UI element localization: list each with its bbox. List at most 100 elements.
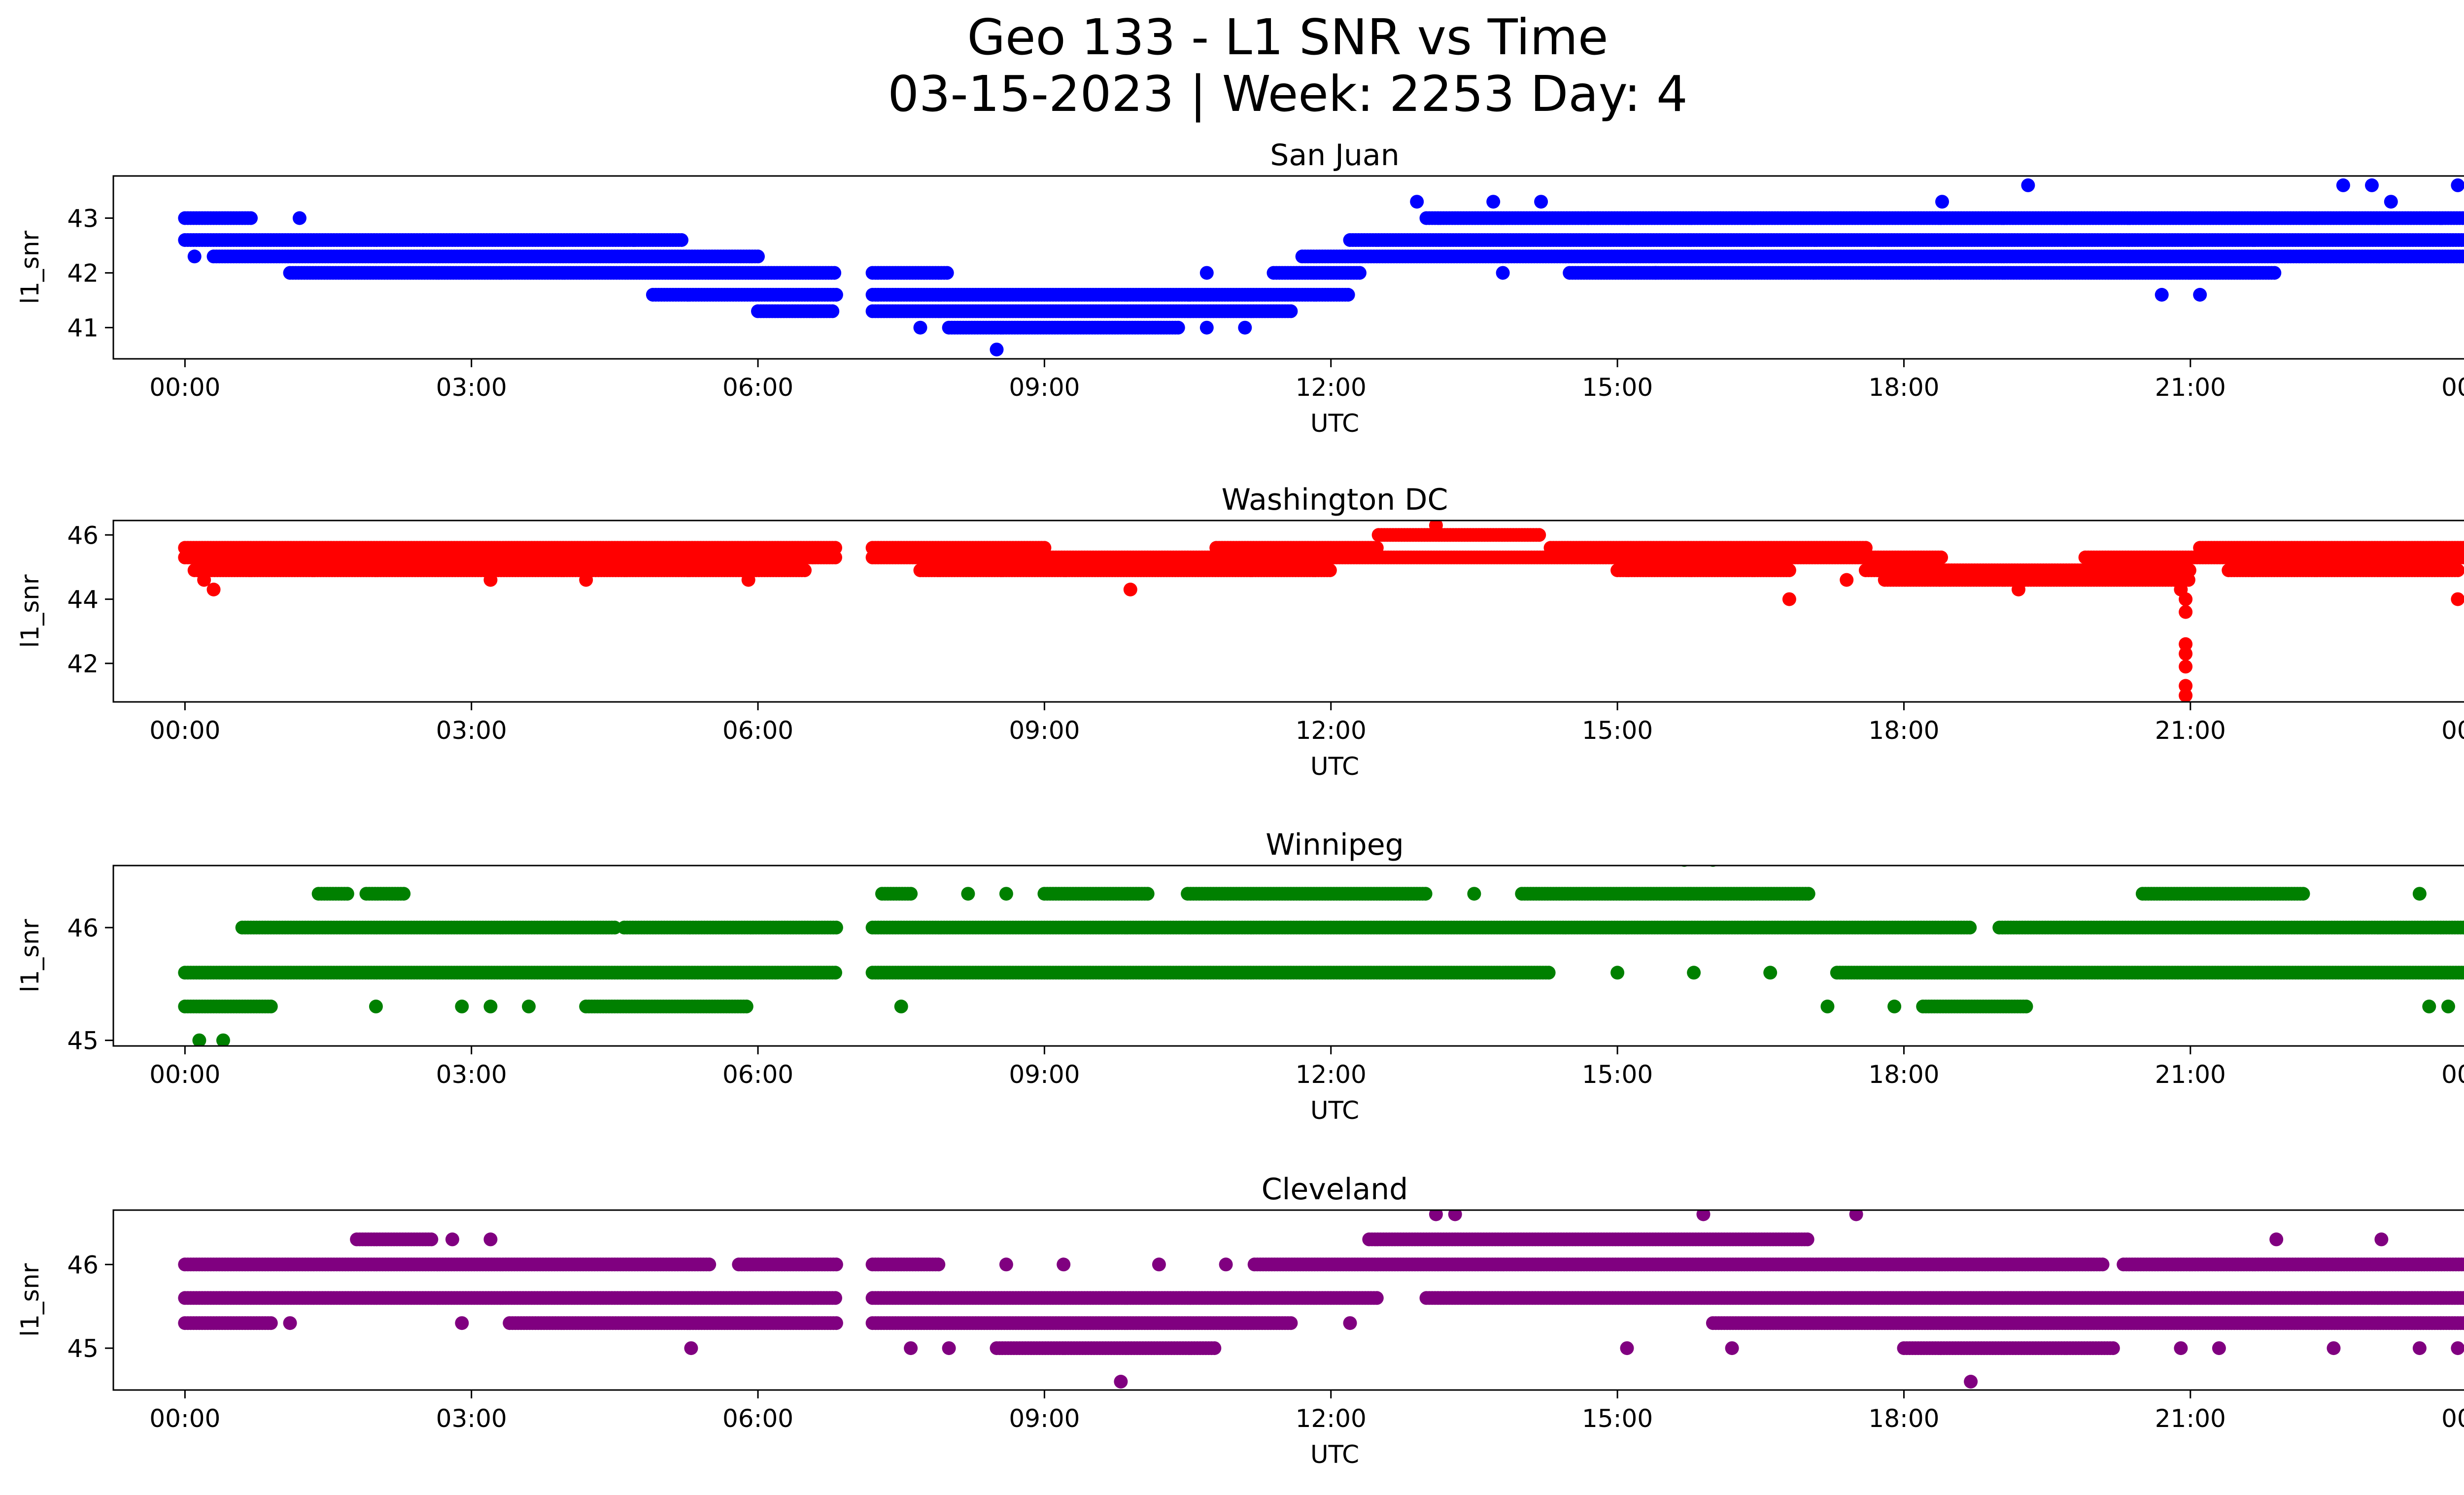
data-point: [2179, 605, 2193, 619]
data-point: [2365, 178, 2379, 192]
data-point: [483, 573, 498, 587]
scatter-series: [178, 866, 2464, 1046]
data-point: [579, 573, 593, 587]
data-point: [2451, 178, 2464, 192]
y-axis-label: l1_snr: [16, 231, 44, 304]
data-point: [1140, 887, 1155, 901]
x-tick-label: 18:00: [1868, 373, 1939, 402]
data-point: [397, 887, 411, 901]
data-point: [1199, 320, 1214, 335]
x-tick-label: 06:00: [722, 373, 793, 402]
data-point: [2384, 195, 2398, 209]
x-tick-label: 00:00: [149, 373, 220, 402]
data-point: [2459, 551, 2464, 564]
data-point: [1782, 592, 1796, 606]
data-point: [1801, 887, 1815, 901]
subplot-1: San Juan 00:00 03:00 06:00 09:00 12:00 15:00 18…: [16, 138, 2464, 438]
x-tick-label: 06:00: [722, 716, 793, 745]
data-point: [2181, 573, 2195, 587]
data-point: [940, 266, 954, 280]
subplot-title: Winnipeg: [1266, 828, 1404, 862]
subplot-title: San Juan: [1270, 138, 1399, 173]
data-point: [1486, 195, 1501, 209]
y-tick-label: 41: [67, 314, 99, 343]
axes-frame: [112, 520, 2464, 703]
subplots: San Juan 00:00 03:00 06:00 09:00 12:00 15:00 18…: [16, 138, 2464, 1469]
data-point: [1171, 320, 1185, 335]
x-tick-label: 00:00: [2441, 373, 2464, 402]
data-point: [2462, 543, 2464, 553]
data-point: [1199, 266, 1214, 280]
data-point: [2179, 689, 2193, 702]
data-point: [2460, 234, 2464, 246]
x-axis-label: UTC: [1310, 409, 1359, 438]
x-tick-label: 21:00: [2155, 716, 2226, 745]
data-point: [2179, 647, 2193, 661]
data-point: [2267, 266, 2282, 280]
scatter-series: [178, 178, 2464, 357]
data-point: [2461, 212, 2464, 224]
data-point: [2336, 178, 2350, 192]
x-tick-label: 12:00: [1296, 716, 1367, 745]
x-tick-label: 09:00: [1009, 373, 1080, 402]
data-point: [913, 320, 927, 335]
data-point: [1238, 320, 1252, 335]
data-point: [675, 233, 688, 247]
data-point: [197, 573, 211, 587]
data-point: [1341, 288, 1355, 302]
data-point: [828, 550, 842, 564]
scatter-series: [178, 521, 2464, 702]
x-tick-label: 18:00: [1868, 716, 1939, 745]
y-tick-label: 43: [67, 205, 99, 233]
data-point: [2451, 563, 2464, 577]
subplot-2: Washington DC 00:00 03:00 06:00 09:00 12:00 15…: [16, 483, 2464, 781]
data-point: [1935, 195, 1949, 209]
data-point: [1496, 266, 1510, 280]
data-point: [1532, 528, 1546, 542]
x-axis-label: UTC: [1310, 752, 1359, 781]
x-tick-label: 12:00: [1296, 373, 1367, 402]
y-tick-label: 46: [67, 521, 99, 550]
data-point: [751, 249, 765, 264]
figure-title-line1: Geo 133 - L1 SNR vs Time: [967, 8, 1608, 66]
data-point: [2179, 637, 2193, 651]
data-point: [1648, 266, 1663, 280]
x-tick-label: 15:00: [1582, 373, 1653, 402]
x-tick-label: 15:00: [1582, 716, 1653, 745]
data-point: [627, 233, 641, 247]
data-point: [1123, 583, 1137, 596]
data-point: [2012, 583, 2025, 596]
data-point: [1284, 304, 1298, 318]
subplot-title: Washington DC: [1222, 483, 1448, 517]
data-point: [187, 249, 202, 264]
data-point: [2461, 251, 2464, 262]
data-point: [1418, 887, 1433, 901]
data-point: [1840, 573, 1854, 587]
axes-frame: [112, 175, 2464, 360]
x-tick-label: 03:00: [436, 716, 507, 745]
x-tick-label: 03:00: [436, 373, 507, 402]
x-tick-label: 00:00: [2441, 716, 2464, 745]
data-point: [825, 304, 840, 318]
figure-title-line2: 03-15-2023 | Week: 2253 Day: 4: [888, 65, 1687, 123]
y-tick-label: 42: [67, 650, 99, 678]
data-point: [990, 343, 1004, 357]
data-point: [340, 887, 354, 901]
data-point: [904, 887, 918, 901]
data-point: [2179, 592, 2193, 606]
data-point: [1410, 195, 1424, 209]
y-tick-label: 44: [67, 586, 99, 614]
data-point: [2179, 660, 2193, 674]
data-point: [292, 211, 307, 225]
data-point: [798, 563, 812, 577]
data-point: [1934, 550, 1948, 564]
data-point: [2462, 553, 2464, 562]
x-tick-label: 09:00: [1009, 716, 1080, 745]
data-point: [1323, 563, 1337, 577]
x-tick-label: 00:00: [149, 716, 220, 745]
data-point: [2451, 592, 2464, 606]
data-point: [829, 288, 843, 302]
x-tick-label: 21:00: [2155, 373, 2226, 402]
y-axis-label: l1_snr: [16, 574, 44, 648]
